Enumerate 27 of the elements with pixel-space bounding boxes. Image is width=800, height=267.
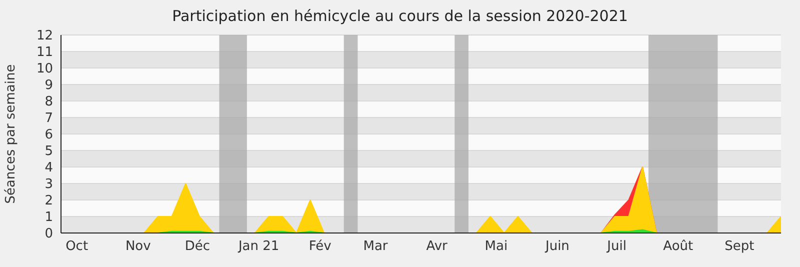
y-tick-label: 6: [44, 128, 53, 143]
x-tick-label: Jan 21: [237, 239, 280, 254]
y-axis-title: Séances par semaine: [4, 64, 19, 204]
y-tick-label: 2: [44, 194, 53, 209]
y-tick-label: 9: [44, 78, 53, 94]
y-tick-label: 10: [36, 62, 53, 77]
y-tick-label: 12: [36, 28, 53, 44]
y-tick-label: 5: [44, 144, 53, 160]
x-tick-label: Août: [663, 239, 694, 254]
x-tick-label: Oct: [66, 239, 88, 254]
x-tick-label: Juil: [606, 239, 626, 254]
y-tick-label: 4: [44, 160, 53, 176]
y-tick-label: 0: [44, 226, 53, 242]
x-tick-label: Déc: [184, 239, 210, 254]
x-tick-label: Mar: [363, 239, 388, 254]
chart-title: Participation en hémicycle au cours de la session 2020-2021: [171, 7, 629, 25]
x-tick-label: Sept: [724, 239, 754, 254]
y-tick-label: 7: [44, 111, 53, 126]
x-tick-label: Nov: [125, 239, 152, 254]
x-tick-label: Avr: [426, 239, 448, 254]
x-tick-label: Mai: [484, 239, 508, 254]
y-tick-label: 8: [44, 94, 53, 110]
y-tick-label: 1: [44, 210, 53, 226]
y-tick-label: 11: [36, 45, 53, 60]
x-tick-label: Juin: [544, 239, 570, 254]
y-tick-label: 3: [44, 177, 53, 192]
x-tick-label: Fév: [308, 239, 332, 254]
